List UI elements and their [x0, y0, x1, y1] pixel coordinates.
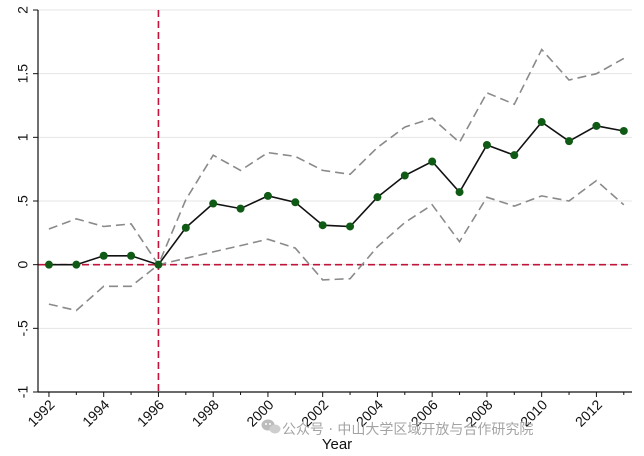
upper-ci-line [48, 48, 625, 267]
estimate-point [44, 260, 53, 269]
estimate-point [318, 221, 327, 230]
y-tick-label: 2 [15, 6, 31, 14]
x-axis-title: Year [322, 436, 352, 453]
estimate-point [400, 171, 409, 180]
estimate-point [346, 222, 355, 231]
reference-lines [38, 10, 632, 392]
y-tick-label: -.5 [15, 320, 31, 337]
series-lines [48, 48, 625, 312]
estimate-line [48, 121, 624, 266]
series-markers [44, 118, 628, 269]
estimate-point [263, 191, 272, 200]
estimate-point [209, 199, 218, 208]
estimate-point [482, 140, 491, 149]
estimate-point [428, 157, 437, 166]
estimate-point [565, 137, 574, 146]
estimate-point [236, 204, 245, 213]
y-tick-label: 0 [15, 261, 31, 269]
watermark-text: 公众号 · 中山大学区域开放与合作研究院 [282, 422, 533, 438]
lower-ci-line [48, 179, 625, 312]
estimate-point [619, 126, 628, 135]
estimate-point [592, 121, 601, 130]
axes [33, 9, 632, 397]
y-tick-label: .5 [15, 195, 31, 207]
y-tick-label: 1.5 [15, 64, 31, 84]
estimate-point [99, 251, 108, 260]
estimate-point [127, 251, 136, 260]
wechat-icon [261, 419, 281, 434]
estimate-point [510, 151, 519, 160]
estimate-point [72, 260, 81, 269]
y-tick-label: 1 [15, 133, 31, 141]
estimate-point [455, 188, 464, 197]
watermark: 公众号 · 中山大学区域开放与合作研究院 [261, 419, 533, 438]
estimate-point [154, 260, 163, 269]
estimate-point [373, 193, 382, 202]
estimate-point [537, 118, 546, 127]
y-tick-label: -1 [15, 386, 31, 399]
estimate-point [181, 223, 190, 232]
estimate-point [291, 198, 300, 207]
